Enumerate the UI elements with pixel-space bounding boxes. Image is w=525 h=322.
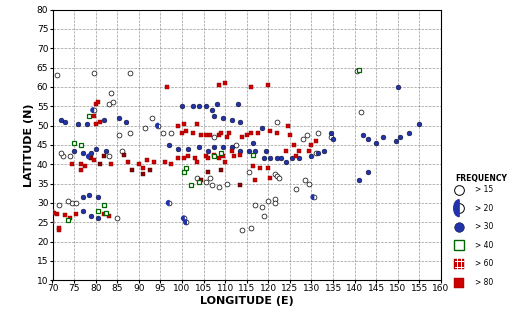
Text: > 20: > 20 xyxy=(475,204,493,213)
Y-axis label: LATITUDE (N): LATITUDE (N) xyxy=(24,103,34,187)
Wedge shape xyxy=(311,195,313,199)
Text: FREQUENCY: FREQUENCY xyxy=(455,175,507,184)
Wedge shape xyxy=(184,220,186,224)
X-axis label: LONGITUDE (E): LONGITUDE (E) xyxy=(200,296,293,306)
Text: > 40: > 40 xyxy=(475,241,493,250)
Text: > 30: > 30 xyxy=(475,222,493,231)
Text: > 60: > 60 xyxy=(475,260,493,269)
Wedge shape xyxy=(182,216,184,221)
Wedge shape xyxy=(166,201,169,205)
Text: > 15: > 15 xyxy=(475,185,493,194)
Wedge shape xyxy=(91,108,93,112)
Wedge shape xyxy=(156,123,158,128)
Wedge shape xyxy=(454,200,459,217)
Text: > 80: > 80 xyxy=(475,278,493,287)
Wedge shape xyxy=(87,154,89,159)
